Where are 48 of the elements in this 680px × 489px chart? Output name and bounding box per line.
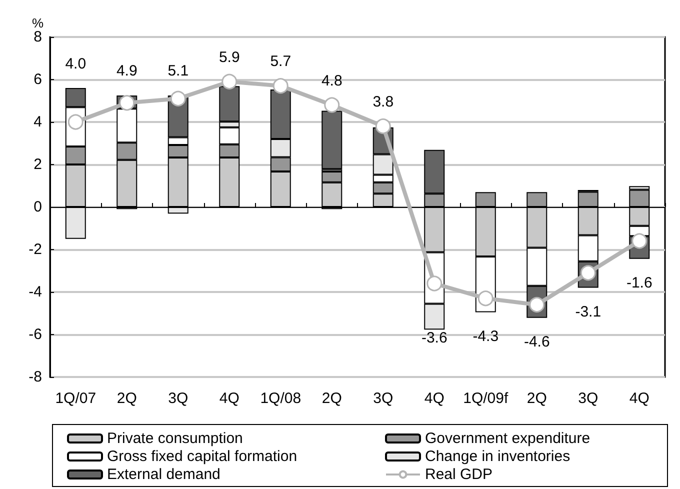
point — [119, 95, 135, 111]
legend-label: External demand — [107, 466, 220, 483]
x-tick-label: 2Q — [116, 390, 137, 407]
point — [222, 74, 238, 90]
x-tick-label: 3Q — [373, 390, 394, 407]
legend-label: Private consumption — [107, 430, 243, 447]
x-tick-label: 1Q/07 — [55, 390, 96, 407]
legend-label: Change in inventories — [425, 448, 570, 465]
y-tick-label: 2 — [34, 156, 42, 173]
data-label: 5.9 — [218, 48, 240, 66]
data-label: -3.6 — [421, 329, 448, 346]
x-tick-label: 2Q — [322, 390, 342, 407]
y-tick-label: 4 — [34, 114, 42, 130]
data-label: -4.6 — [524, 334, 550, 351]
data-label: -3.1 — [575, 304, 602, 320]
point — [478, 290, 494, 306]
y-tick-label: -6 — [28, 326, 42, 343]
data-label: -4.3 — [472, 328, 499, 345]
point — [324, 97, 340, 113]
point — [375, 118, 391, 134]
y-tick-label: -8 — [28, 368, 42, 386]
y-tick-label: -4 — [28, 284, 42, 300]
y-tick-label: 6 — [34, 71, 42, 88]
point — [272, 78, 288, 94]
x-tick-label: 1Q/08 — [260, 390, 302, 407]
bar — [322, 110, 342, 170]
legend-label: Real GDP — [425, 466, 493, 483]
y-tick-label: 0 — [34, 198, 42, 216]
data-label: 4.8 — [321, 72, 342, 90]
data-label: -1.6 — [626, 274, 652, 292]
y-tick-label: 8 — [34, 28, 42, 46]
x-tick-label: 4Q — [219, 390, 240, 407]
data-label: 4.9 — [116, 62, 138, 80]
y-axis-title: % — [32, 16, 44, 31]
x-tick-label: 2Q — [526, 390, 547, 407]
data-label: 5.1 — [168, 62, 189, 80]
point — [170, 90, 186, 106]
x-tick-label: 4Q — [424, 390, 444, 407]
y-tick-label: -2 — [28, 241, 42, 258]
data-label: 4.0 — [65, 55, 86, 72]
x-tick-label: 3Q — [168, 390, 188, 407]
x-tick-label: 1Q/09f — [463, 390, 509, 407]
data-label: 3.8 — [372, 94, 394, 110]
legend-label: Gross fixed capital formation — [107, 448, 298, 465]
x-tick-label: 4Q — [629, 390, 650, 407]
legend-label: Government expenditure — [425, 430, 590, 447]
x-tick-label: 3Q — [578, 390, 598, 407]
data-label: 5.7 — [270, 53, 292, 70]
